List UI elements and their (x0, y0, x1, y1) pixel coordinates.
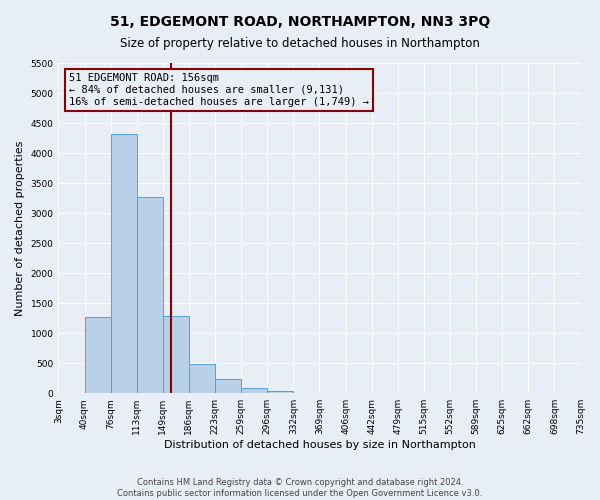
Bar (137, 197, 163, 393)
Bar (189, 364, 215, 393)
X-axis label: Distribution of detached houses by size in Northampton: Distribution of detached houses by size … (164, 440, 475, 450)
Text: 51 EDGEMONT ROAD: 156sqm
← 84% of detached houses are smaller (9,131)
16% of sem: 51 EDGEMONT ROAD: 156sqm ← 84% of detach… (69, 74, 369, 106)
Text: Size of property relative to detached houses in Northampton: Size of property relative to detached ho… (120, 38, 480, 51)
Text: 51, EDGEMONT ROAD, NORTHAMPTON, NN3 3PQ: 51, EDGEMONT ROAD, NORTHAMPTON, NN3 3PQ (110, 15, 490, 29)
Bar (163, 316, 189, 393)
Bar (215, 380, 241, 393)
Text: Contains HM Land Registry data © Crown copyright and database right 2024.
Contai: Contains HM Land Registry data © Crown c… (118, 478, 482, 498)
Bar (241, 388, 267, 393)
Bar (110, 134, 137, 393)
Bar (267, 391, 293, 393)
Bar (85, 317, 110, 393)
Y-axis label: Number of detached properties: Number of detached properties (15, 140, 25, 316)
